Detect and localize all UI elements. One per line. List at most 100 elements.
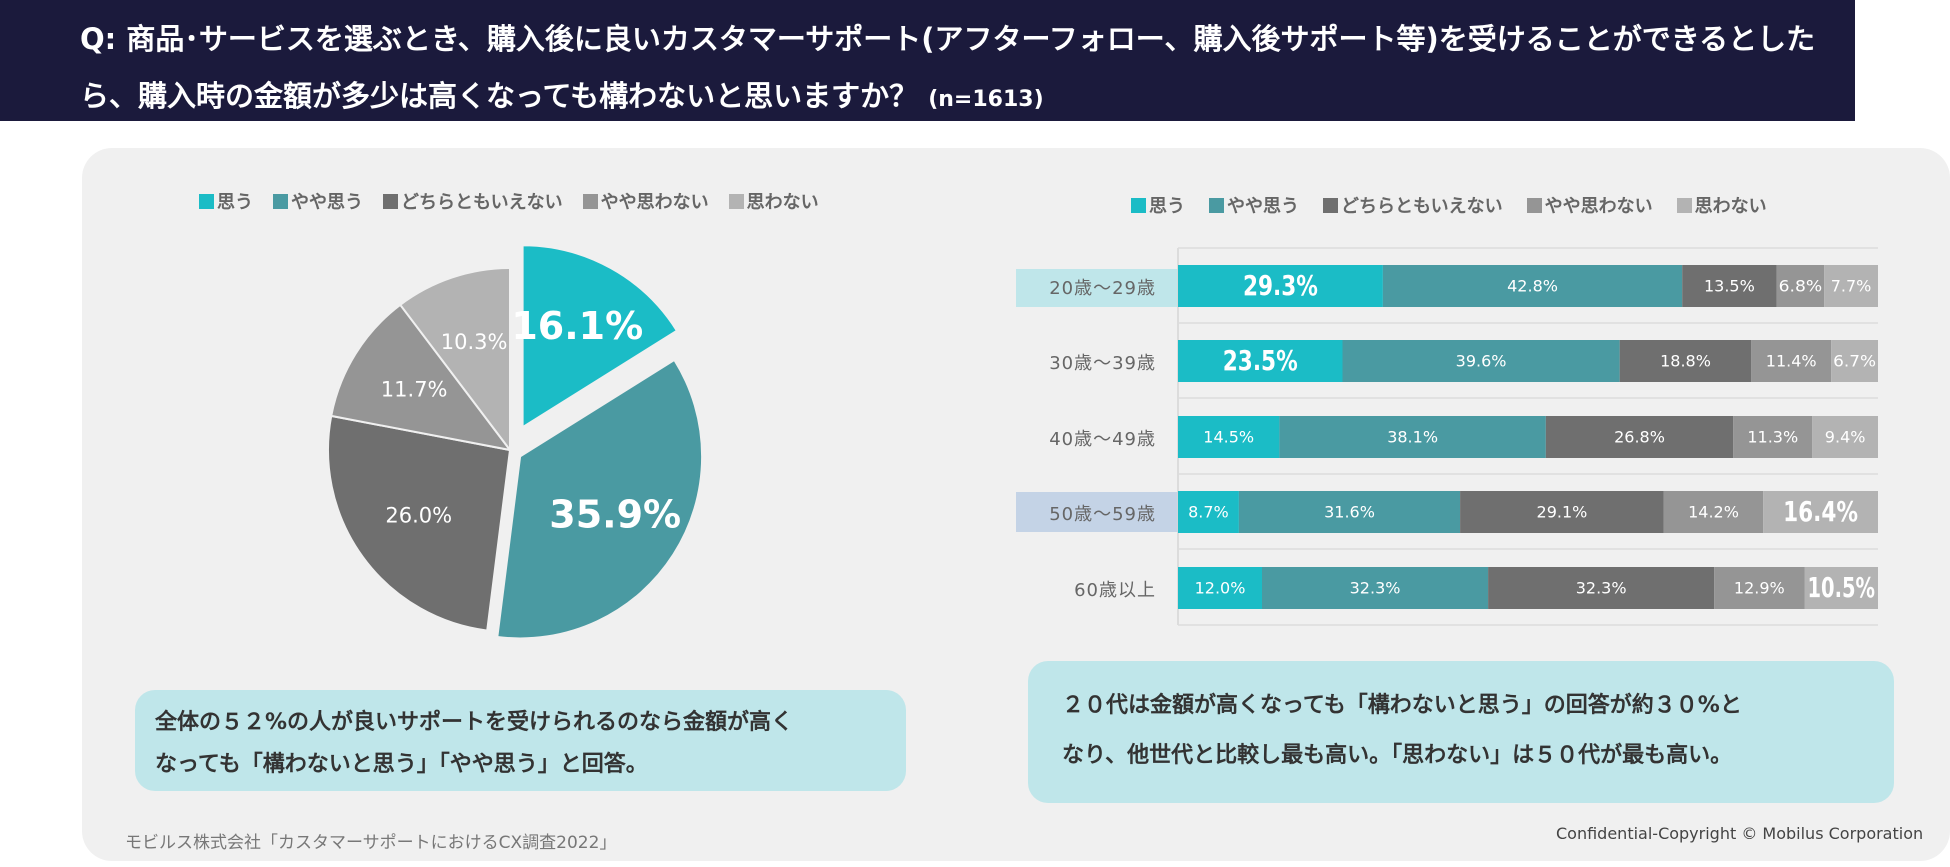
bar-label-2-2: 26.8%	[1614, 428, 1665, 447]
bar-label-1-4: 6.7%	[1833, 352, 1876, 371]
bar-label-3-1: 31.6%	[1324, 503, 1375, 522]
pie-label-0: 16.1%	[511, 304, 643, 348]
bar-segment-1-4	[1831, 340, 1878, 382]
bar-label-1-3: 11.4%	[1766, 352, 1817, 371]
legend-swatch	[582, 193, 598, 209]
bar-label-2-3: 11.3%	[1747, 428, 1798, 447]
bar-label-3-3: 14.2%	[1688, 503, 1739, 522]
bar-label-1-2: 18.8%	[1660, 352, 1711, 371]
question-line-2: ら、購入時の金額が多少は高くなっても構わないと思いますか？ (n=1613)	[80, 73, 1044, 115]
bar-label-1-1: 39.6%	[1456, 352, 1507, 371]
bar-label-0-4: 7.7%	[1831, 277, 1872, 296]
callout-left-line-1: 全体の５２%の人が良いサポートを受けられるのなら金額が高く	[155, 710, 794, 735]
bar-segment-2-2	[1545, 416, 1734, 458]
bar-segment-4-3	[1714, 567, 1805, 609]
legend-label: やや思わない	[600, 192, 709, 213]
pie-label-1: 35.9%	[549, 493, 681, 537]
bar-label-2-4: 9.4%	[1825, 428, 1866, 447]
bar-label-4-0: 12.0%	[1195, 579, 1246, 598]
legend-item-0: 思う	[1131, 192, 1185, 218]
bar-label-3-0: 8.7%	[1188, 503, 1229, 522]
legend-item-1: やや思う	[1209, 192, 1299, 218]
bar-segment-1-3	[1751, 340, 1832, 382]
stacked-bar-chart: 29.3% 42.8% 13.5% 6.8% 7.7% 23.5% 39.6% 18.8% 11…	[1177, 247, 1878, 626]
callout-right-line-2: なり、他世代と比較し最も高い。「思わない」は５０代が最も高い。	[1062, 743, 1733, 768]
bar-segment-0-1	[1382, 265, 1683, 307]
bar-category-label-3: 50歳～59歳	[1049, 504, 1156, 525]
bar-label-2-1: 38.1%	[1387, 428, 1438, 447]
age-highlight-50s	[1016, 492, 1179, 532]
bar-segment-0-2	[1682, 265, 1777, 307]
pie-chart: 16.1% 35.9% 26.0% 11.7% 10.3%	[327, 244, 704, 640]
bar-label-2-0: 14.5%	[1203, 428, 1254, 447]
pie-label-3: 11.7%	[381, 377, 448, 401]
bar-segment-3-2	[1460, 491, 1664, 533]
legend-item-4: 思わない	[728, 188, 819, 214]
bar-label-4-2: 32.3%	[1576, 579, 1627, 598]
bar-label-4-1: 32.3%	[1350, 579, 1401, 598]
bar-label-0-0: 29.3%	[1243, 269, 1318, 302]
bar-segment-2-4	[1812, 416, 1878, 458]
legend-label: 思う	[217, 192, 253, 213]
legend-label: 思う	[1149, 196, 1185, 217]
pie-legend: 思う やや思う どちらともいえない やや思わない 思わない	[199, 188, 819, 214]
bar-segment-1-1	[1342, 340, 1620, 382]
pie-slice-2	[327, 414, 512, 632]
bar-segment-2-0	[1178, 416, 1280, 458]
question-line-2-text: ら、購入時の金額が多少は高くなっても構わないと思いますか？	[80, 79, 919, 113]
bar-label-4-4: 10.5%	[1808, 571, 1876, 604]
copyright-note: Confidential-Copyright © Mobilus Corpora…	[1556, 824, 1924, 843]
legend-label: 思わない	[746, 192, 819, 213]
bar-label-0-2: 13.5%	[1704, 277, 1755, 296]
bar-segment-0-4	[1824, 265, 1878, 307]
legend-swatch	[199, 193, 214, 209]
legend-item-3: やや思わない	[582, 188, 709, 214]
bar-segment-1-2	[1619, 340, 1752, 382]
bar-segment-3-1	[1238, 491, 1461, 533]
pie-slice-4	[398, 266, 511, 453]
bar-segment-0-3	[1776, 265, 1825, 307]
summary-callout-left: 全体の５２%の人が良いサポートを受けられるのなら金額が高く なっても「構わないと…	[135, 690, 906, 791]
legend-item-0: 思う	[199, 188, 253, 214]
legend-swatch	[728, 193, 744, 209]
pie-slice-3	[330, 303, 513, 452]
bar-label-0-3: 6.8%	[1779, 277, 1823, 296]
bar-category-label-1: 30歳～39歳	[1049, 353, 1156, 374]
bar-segment-4-2	[1488, 567, 1715, 609]
legend-swatch	[1323, 197, 1338, 213]
bar-label-3-4: 16.4%	[1783, 495, 1858, 528]
legend-label: どちらともいえない	[401, 192, 563, 213]
bar-segment-3-4	[1763, 491, 1878, 533]
legend-swatch	[383, 193, 398, 209]
legend-label: やや思わない	[1544, 196, 1653, 217]
legend-item-2: どちらともいえない	[1323, 192, 1503, 218]
bar-segment-3-3	[1663, 491, 1764, 533]
legend-swatch	[1676, 197, 1692, 213]
callout-left-line-2: なっても「構わないと思う」「やや思う」と回答。	[155, 752, 648, 777]
question-line-1: Q: 商品･サービスを選ぶとき、購入後に良いカスタマーサポート(アフターフォロー…	[80, 22, 1816, 56]
legend-swatch	[1526, 197, 1542, 213]
pie-label-2: 26.0%	[385, 503, 452, 527]
legend-swatch	[1209, 197, 1224, 213]
legend-item-1: やや思う	[273, 188, 363, 214]
bar-category-label-4: 60歳以上	[1074, 580, 1156, 601]
bar-label-0-1: 42.8%	[1507, 277, 1558, 296]
bar-category-label-0: 20歳～29歳	[1049, 278, 1156, 299]
header-banner: Q: 商品･サービスを選ぶとき、購入後に良いカスタマーサポート(アフターフォロー…	[0, 0, 1855, 121]
bar-segment-2-1	[1279, 416, 1546, 458]
legend-label: 思わない	[1694, 196, 1767, 217]
bar-category-label-2: 40歳～49歳	[1049, 429, 1156, 450]
legend-swatch	[1131, 197, 1146, 213]
legend-item-3: やや思わない	[1526, 192, 1653, 218]
bar-label-4-3: 12.9%	[1734, 579, 1785, 598]
legend-item-2: どちらともいえない	[383, 188, 563, 214]
bar-segment-4-0	[1178, 567, 1262, 609]
legend-label: どちらともいえない	[1341, 196, 1503, 217]
callout-right-line-1: ２０代は金額が高くなっても「構わないと思う」の回答が約３０%と	[1062, 693, 1742, 718]
pie-slice-0	[521, 244, 679, 430]
source-note: モビルス株式会社「カスタマーサポートにおけるCX調査2022」	[125, 833, 617, 853]
sample-size: (n=1613)	[928, 87, 1044, 112]
legend-item-4: 思わない	[1676, 192, 1767, 218]
summary-callout-right: ２０代は金額が高くなっても「構わないと思う」の回答が約３０%と なり、他世代と比…	[1028, 661, 1894, 803]
bar-segment-2-3	[1733, 416, 1813, 458]
